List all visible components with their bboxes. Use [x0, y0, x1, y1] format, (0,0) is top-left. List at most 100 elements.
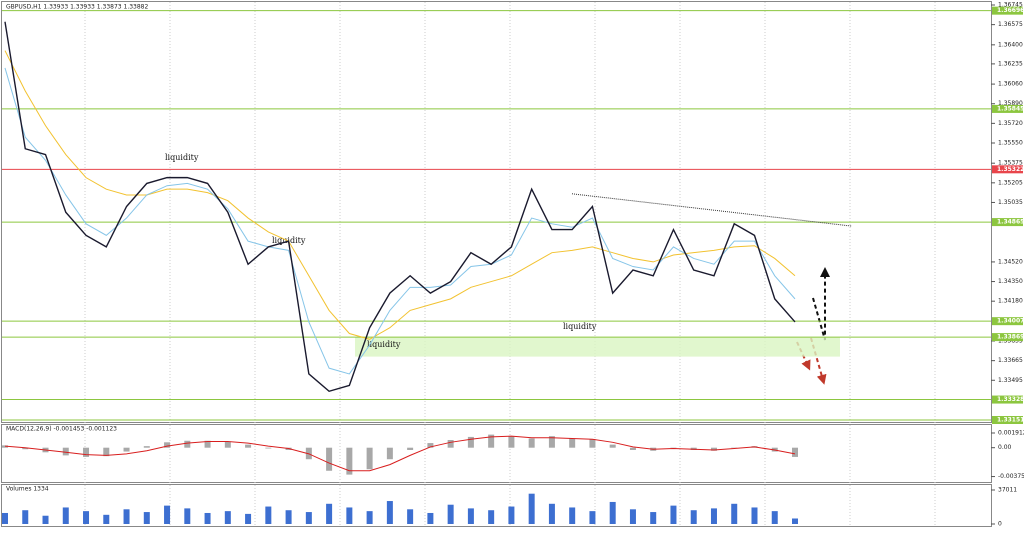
bar	[164, 505, 171, 524]
bar	[508, 506, 515, 524]
bar	[589, 439, 596, 448]
bar	[447, 440, 454, 448]
bar	[326, 447, 333, 471]
y-tick-label: 0.001912	[998, 429, 1024, 436]
bar	[690, 510, 697, 524]
level-tag	[992, 333, 1023, 342]
bar	[528, 493, 535, 524]
bar	[143, 446, 150, 448]
bar	[609, 444, 616, 448]
bar	[184, 508, 191, 524]
bar	[792, 447, 798, 457]
bar	[204, 440, 211, 448]
level-label: 1.33869	[997, 334, 1024, 341]
y-tick-label: 1.36575	[998, 21, 1023, 28]
level-label: 1.34007	[997, 318, 1024, 325]
bar	[265, 447, 272, 449]
y-tick-label: 1.36745	[998, 2, 1023, 9]
bar	[265, 506, 272, 524]
y-tick-label: 1.34350	[998, 278, 1023, 285]
bar	[245, 444, 252, 448]
level-label: 1.36696	[997, 7, 1024, 14]
bar	[447, 504, 454, 524]
main-panel	[1, 1, 992, 423]
y-tick-label: 1.36235	[998, 60, 1023, 67]
bar	[326, 503, 333, 524]
bar	[103, 447, 110, 457]
bar	[629, 447, 636, 450]
bar	[427, 512, 434, 524]
bar	[751, 507, 758, 524]
y-tick-label: 0.00	[998, 444, 1012, 451]
bar	[589, 511, 596, 524]
annotation: liquidity	[563, 322, 597, 331]
level-tag	[992, 395, 1023, 404]
bar	[670, 505, 677, 524]
price-line	[4, 21, 796, 393]
bar	[83, 511, 90, 524]
y-tick-label: 1.36060	[998, 81, 1023, 88]
bar	[164, 442, 171, 448]
level-tag	[992, 218, 1023, 227]
bar	[123, 509, 130, 524]
y-tick-label: 1.35890	[998, 100, 1023, 107]
level-label: 1.33151	[997, 417, 1024, 424]
bar	[123, 447, 130, 452]
bar	[569, 438, 576, 448]
bar	[731, 447, 738, 449]
bar	[386, 501, 393, 524]
bar	[528, 438, 535, 448]
bar	[508, 436, 515, 448]
bar	[792, 518, 798, 524]
bar	[771, 511, 778, 524]
macd-panel	[1, 424, 992, 483]
bar	[427, 443, 434, 448]
bar	[346, 447, 353, 475]
y-tick-label: 1.35550	[998, 139, 1023, 146]
y-tick-label: 1.36400	[998, 41, 1023, 48]
volume-panel	[1, 484, 992, 527]
bar	[548, 436, 555, 448]
level-label: 1.34865	[997, 219, 1024, 226]
bar	[305, 512, 312, 524]
level-tag	[992, 104, 1023, 113]
bar	[650, 512, 657, 524]
y-tick-label: 1.34180	[998, 298, 1023, 305]
bar	[629, 509, 636, 524]
panel-title: Volumes 1334	[6, 486, 49, 493]
bar	[103, 514, 110, 524]
bar	[488, 434, 495, 448]
y-tick-label: 37011	[998, 487, 1017, 494]
y-tick-label: 1.33665	[998, 357, 1023, 364]
annotation: liquidity	[165, 153, 199, 162]
bar	[184, 440, 191, 448]
y-tick-label: 1.35720	[998, 120, 1023, 127]
level-tag	[992, 165, 1023, 174]
level-tag	[992, 317, 1023, 326]
y-tick-label: 1.35205	[998, 179, 1023, 186]
y-tick-label: -0.003752	[998, 473, 1024, 480]
bar	[366, 511, 373, 524]
bar	[245, 513, 252, 524]
level-label: 1.35322	[997, 166, 1024, 173]
bar	[42, 515, 49, 524]
bar	[204, 512, 211, 524]
bar	[569, 507, 576, 524]
level-label: 1.33328	[997, 396, 1024, 403]
price-line	[4, 67, 796, 375]
bar	[366, 447, 373, 470]
bar	[386, 447, 393, 460]
vertical-grid	[84, 2, 936, 526]
bar	[467, 508, 474, 524]
bar	[346, 507, 353, 524]
bar	[670, 447, 677, 449]
bar	[548, 503, 555, 524]
bar	[467, 436, 474, 448]
bar	[731, 503, 738, 524]
signal-line	[4, 435, 796, 472]
bar	[710, 508, 717, 524]
bar	[285, 510, 292, 524]
bar	[407, 447, 414, 450]
bar	[22, 510, 29, 524]
